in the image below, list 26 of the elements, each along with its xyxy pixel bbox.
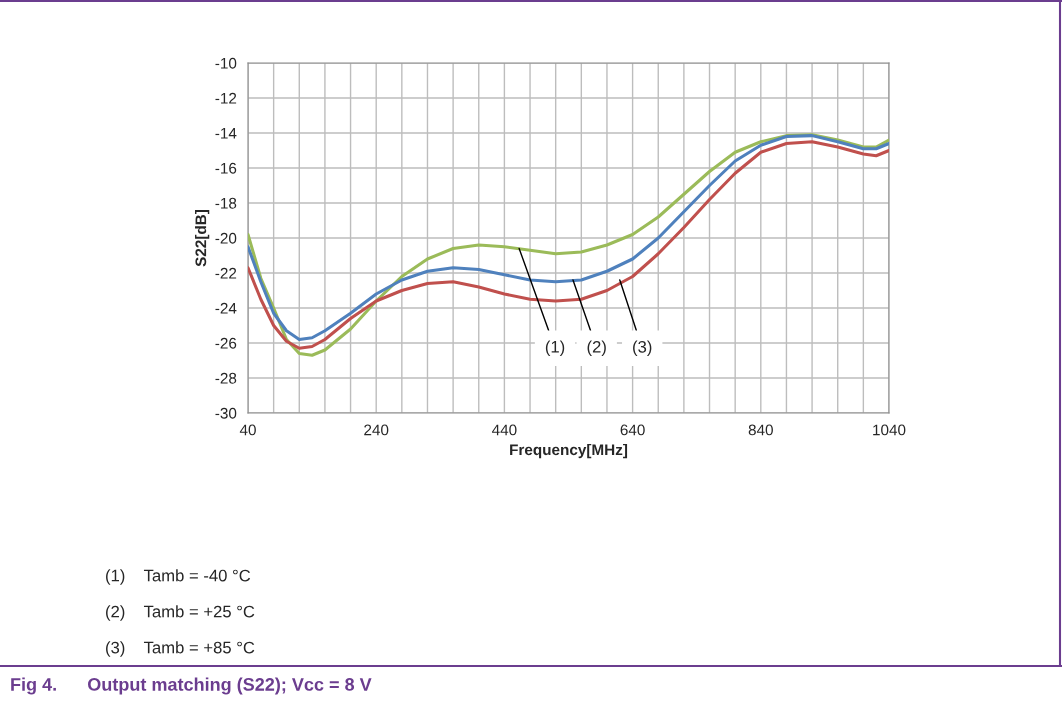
x-tick-label: 240 (364, 424, 389, 436)
y-tick-label: -26 (215, 337, 237, 349)
y-tick-label: -18 (215, 197, 237, 209)
y-axis-title: S22[dB] (195, 209, 210, 267)
text: (3) Tamb = +85 °C (106, 641, 255, 657)
y-tick-label: -20 (215, 232, 237, 244)
x-tick-label: 440 (492, 424, 517, 436)
text: (2) Tamb = +25 °C (106, 605, 255, 621)
x-tick-label: 640 (620, 424, 645, 436)
y-tick-label: -30 (215, 407, 237, 419)
annotation: (2) (587, 340, 606, 357)
y-tick-label: -10 (215, 57, 237, 69)
text: (1) Tamb = -40 °C (106, 569, 251, 585)
annotation: (1) (545, 340, 565, 357)
y-tick-label: -14 (215, 128, 237, 139)
y-tick-label: -24 (215, 302, 237, 314)
x-tick-label: 1040 (873, 424, 906, 436)
x-tick-label: 40 (239, 424, 256, 436)
x-axis-title: Frequency[MHz] (510, 443, 628, 459)
caption: Fig 4. Output matching (S22); Vcc = 8 V (11, 677, 372, 695)
x-tick-label: 840 (748, 424, 773, 436)
annotation: (3) (633, 340, 652, 357)
y-tick-label: -28 (215, 372, 237, 384)
y-tick-label: -22 (215, 267, 237, 279)
y-tick-label: -12 (215, 92, 237, 104)
y-tick-label: -16 (215, 162, 237, 174)
